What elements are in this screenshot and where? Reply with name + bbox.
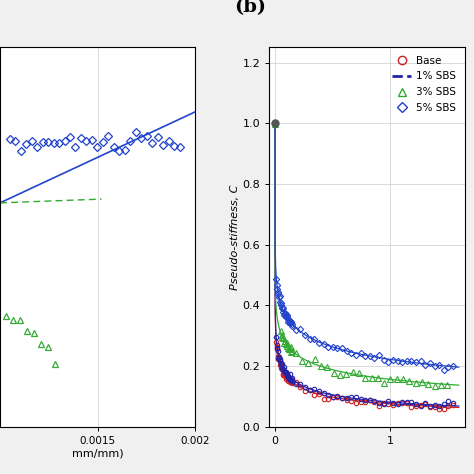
Text: (b): (b) [234,0,266,16]
Y-axis label: Pseudo-stiffness, C: Pseudo-stiffness, C [230,184,240,290]
Legend: Base, 1% SBS, 3% SBS, 5% SBS: Base, 1% SBS, 3% SBS, 5% SBS [389,53,459,116]
X-axis label: mm/mm): mm/mm) [72,448,123,458]
